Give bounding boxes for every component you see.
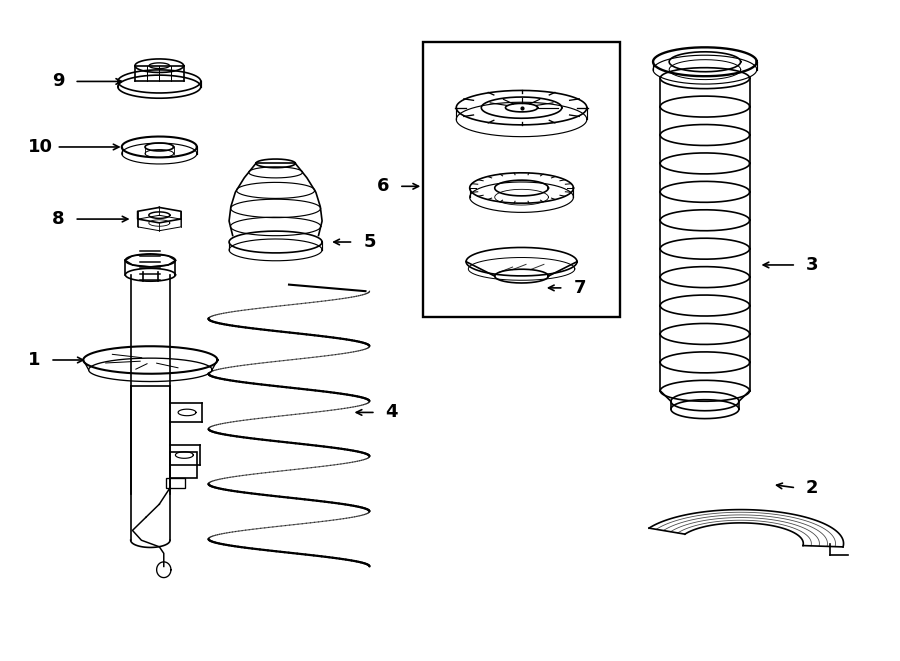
Bar (170, 451, 197, 478)
Text: 4: 4 (385, 403, 398, 422)
Text: 3: 3 (806, 256, 818, 274)
Text: 1: 1 (28, 351, 40, 369)
Text: 2: 2 (806, 479, 818, 497)
Text: 7: 7 (573, 279, 586, 297)
Text: 9: 9 (52, 73, 65, 91)
Text: 8: 8 (52, 210, 65, 228)
Bar (423, 42, 620, 317)
Text: 10: 10 (28, 138, 53, 156)
Text: 5: 5 (364, 233, 375, 251)
Bar (166, 478, 185, 488)
Text: 6: 6 (377, 177, 389, 195)
